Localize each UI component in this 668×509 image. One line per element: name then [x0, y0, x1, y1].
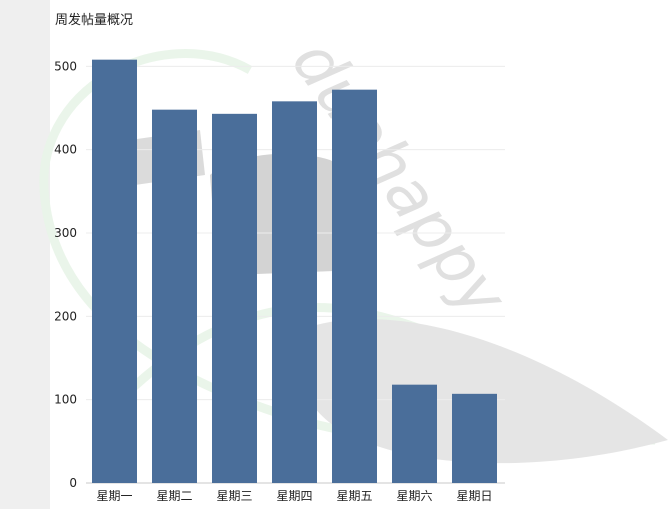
bars	[92, 59, 497, 484]
side-panel	[0, 0, 50, 509]
x-tick-label: 星期日	[456, 489, 492, 503]
bar[interactable]	[92, 59, 137, 484]
y-tick-label: 100	[54, 393, 77, 407]
y-tick-label: 0	[69, 476, 77, 490]
chart-title: 周发帖量概况	[55, 13, 134, 28]
bar[interactable]	[452, 393, 497, 483]
x-tick-label: 星期五	[336, 489, 372, 503]
x-tick-label: 星期一	[96, 489, 132, 503]
bar[interactable]	[272, 101, 317, 483]
bar[interactable]	[392, 384, 437, 483]
y-tick-label: 300	[54, 226, 77, 240]
y-axis: 0 100 200 300 400 500	[54, 59, 77, 490]
bar[interactable]	[332, 89, 377, 484]
x-tick-label: 星期四	[276, 489, 312, 503]
x-tick-label: 星期三	[216, 489, 252, 503]
x-tick-label: 星期二	[156, 489, 192, 503]
bar[interactable]	[212, 113, 257, 483]
y-tick-label: 200	[54, 309, 77, 323]
x-axis: 星期一 星期二 星期三 星期四 星期五 星期六 星期日	[96, 489, 492, 503]
y-tick-label: 400	[54, 143, 77, 157]
x-tick-label: 星期六	[396, 489, 432, 503]
bar[interactable]	[152, 109, 197, 484]
y-tick-label: 500	[54, 59, 77, 73]
